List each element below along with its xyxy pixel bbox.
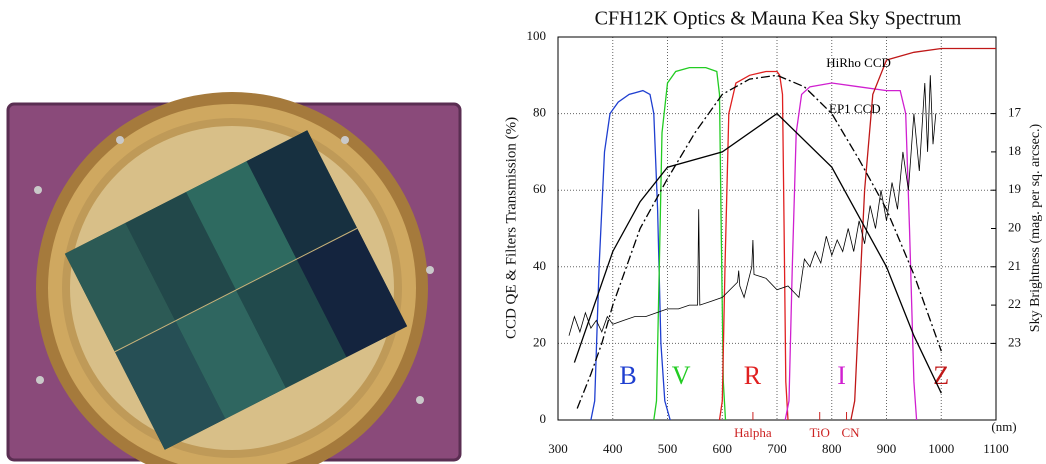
y-tick-label: 60 [533, 181, 546, 196]
y-tick-label: 100 [527, 28, 547, 43]
annotation-label: Halpha [734, 425, 772, 440]
y2-tick-label: 17 [1008, 105, 1022, 120]
series-label: R [744, 361, 762, 390]
y-tick-label: 0 [540, 411, 547, 426]
y2-tick-label: 21 [1008, 258, 1021, 273]
x-tick-label: 1100 [983, 441, 1009, 456]
annotation-label: TiO [809, 425, 829, 440]
y2-tick-label: 19 [1008, 181, 1021, 196]
annotation-label: CN [842, 425, 861, 440]
y2-tick-label: 23 [1008, 334, 1021, 349]
x-tick-label: 600 [713, 441, 733, 456]
y2-tick-label: 22 [1008, 296, 1021, 311]
detector-photo [6, 92, 462, 464]
x-tick-label: 500 [658, 441, 678, 456]
y2-axis-label: Sky Brightness (mag. per sq. arcsec.) [1028, 123, 1043, 332]
x-tick-label: 900 [877, 441, 897, 456]
x-tick-label: 300 [548, 441, 568, 456]
x-tick-label: 800 [822, 441, 842, 456]
y-tick-label: 20 [533, 334, 546, 349]
series-line [576, 74, 942, 409]
x-tick-label: 700 [767, 441, 787, 456]
chart: CFH12K Optics & Mauna Kea Sky Spectrum (… [503, 8, 1043, 456]
x-tick-label: 1000 [928, 441, 954, 456]
series-line [718, 70, 789, 421]
x-tick-label: 400 [603, 441, 623, 456]
series-line [568, 75, 937, 336]
series-label: Z [933, 361, 949, 390]
series-label: I [837, 361, 846, 390]
y-axis-label: CCD QE & Filters Transmission (%) [503, 117, 519, 339]
series-label: V [672, 361, 691, 390]
y-tick-label: 80 [533, 105, 546, 120]
series-line [590, 89, 671, 421]
series-line [784, 82, 918, 421]
series-line [850, 47, 996, 421]
series-label: EP1 CCD [829, 101, 881, 116]
series-line [653, 66, 727, 421]
y2-tick-label: 20 [1008, 219, 1021, 234]
series-label: B [619, 361, 636, 390]
series-line [573, 112, 942, 394]
x-axis-label: (nm) [991, 419, 1016, 434]
series-label: HiRho CCD [826, 55, 891, 70]
chart-title: CFH12K Optics & Mauna Kea Sky Spectrum [595, 8, 962, 30]
y2-tick-label: 18 [1008, 143, 1021, 158]
plot-frame [557, 36, 997, 421]
y-tick-label: 40 [533, 258, 546, 273]
